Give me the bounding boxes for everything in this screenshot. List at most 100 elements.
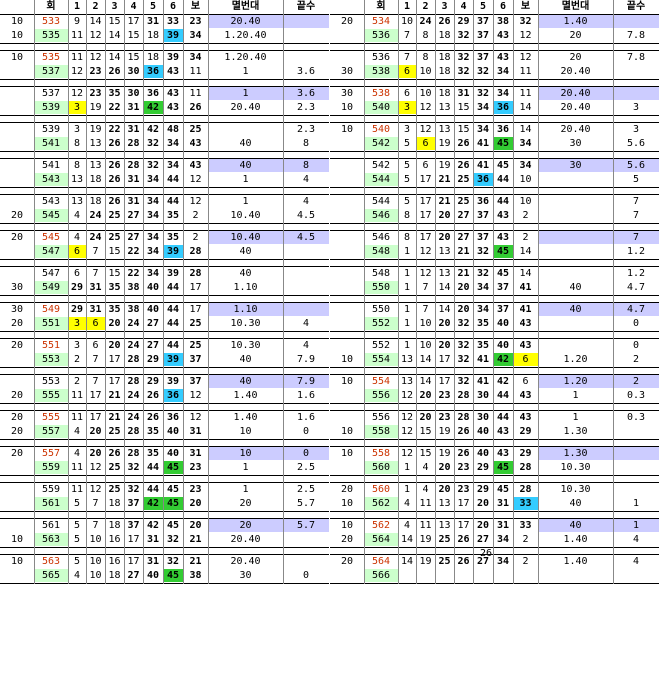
group-key-cell [0,245,34,258]
number-cell: 5 [73,534,81,545]
table-row: 20 564 14 19 25 26 27 34 2 1.40 4 [330,533,659,548]
group-key-cell: 10 [10,534,24,545]
number-cell: 29 [476,484,490,495]
number-cell: 2 [522,232,529,243]
number-cell: 36 [166,412,180,423]
number-cell: 17 [108,376,121,387]
number-cell: 34 [146,174,160,185]
group-key-cell [0,87,34,100]
ending-cell: 4 [302,340,310,351]
table-row: 541 8 13 26 28 32 34 43 40 8 [0,159,329,173]
group-key-cell: 10 [340,498,354,509]
range-cell: 1 [242,196,249,207]
range-cell: 20.40 [560,66,591,77]
number-cell: 17 [189,282,202,293]
number-cell: 44 [146,484,160,495]
number-cell: 26 [108,138,121,149]
number-cell: 20 [108,340,121,351]
number-cell: 20 [438,232,451,243]
number-cell: 34 [146,210,160,221]
ending-cell: 1 [632,498,640,509]
table-row: 546 8 17 20 27 37 43 2 7 [330,209,659,224]
number-cell: 29 [70,282,84,293]
round-cell: 555 [41,412,61,423]
number-cell: 22 [108,102,121,113]
ending-cell: 1.2 [626,268,646,279]
group-divider [0,512,329,519]
round-cell: 564 [364,533,398,546]
table-row: 548 1 12 13 21 32 45 14 1.2 [330,245,659,260]
table-row: 556 12 20 23 28 30 44 43 1 0.3 [330,389,659,404]
group-key-cell [330,339,364,352]
range-cell: 40 [239,246,252,257]
group-divider [0,80,329,87]
number-cell: 11 [419,520,432,531]
ending-cell: 1.2 [626,246,646,257]
group-divider [0,548,329,555]
number-cell: 40 [496,340,510,351]
number-cell: 12 [189,412,202,423]
round-cell: 551 [41,340,61,351]
number-cell: 6 [522,376,529,387]
number-cell: 42 [496,376,510,387]
number-cell: 28 [519,484,532,495]
group-key-cell [330,267,364,280]
round-cell: 550 [364,281,398,294]
number-cell: 11 [419,498,432,509]
grid-line [454,0,455,584]
left-table: 회 1 2 3 4 5 6 보 멸번대 끝수 10 533 9 14 15 17 31 33 23 20.40 10 53… [0,0,329,584]
header-cell: 4 [460,1,467,12]
number-cell: 23 [457,484,470,495]
number-cell: 32 [127,484,140,495]
group-key-cell [330,173,364,186]
round-cell: 554 [364,353,398,366]
round-cell: 557 [34,425,68,438]
number-cell: 44 [166,282,180,293]
number-cell: 15 [457,102,470,113]
range-cell [538,209,613,222]
number-cell: 12 [70,88,84,99]
grid-line [493,0,494,584]
round-cell: 564 [371,556,391,567]
number-cell: 35 [166,210,180,221]
number-cell: 28 [127,354,140,365]
round-cell: 563 [34,533,68,546]
number-cell: 6 [92,340,99,351]
group-divider [0,440,329,447]
number-cell: 15 [457,124,470,135]
round-cell: 537 [41,88,61,99]
number-cell: 13 [400,376,414,387]
round-cell: 562 [371,520,391,531]
ending-cell: 7.9 [296,354,316,365]
number-cell: 14 [519,268,532,279]
ending-cell [283,245,329,258]
round-cell: 544 [371,196,391,207]
number-cell: 1 [403,304,411,315]
number-cell: 25 [189,124,202,135]
number-cell: 10 [89,570,102,581]
range-cell: 1.10 [208,303,283,316]
number-cell: 45 [163,569,183,582]
number-cell: 31 [189,448,202,459]
table-row: 550 1 7 14 20 34 37 41 40 4.7 [330,303,659,317]
ending-cell: 5.6 [626,138,646,149]
number-cell: 41 [476,354,490,365]
number-cell: 15 [108,16,121,27]
grid-line [473,0,474,584]
grid-line [183,0,184,584]
number-cell: 35 [146,426,160,437]
range-cell: 30 [538,159,613,172]
number-cell: 14 [419,354,432,365]
number-cell: 37 [476,30,490,41]
number-cell: 43 [496,52,510,63]
header-cell: 보 [190,1,201,12]
ending-cell: 4 [302,196,310,207]
range-cell: 1 [242,174,249,185]
ending-cell: 5.7 [283,519,329,532]
group-key-cell: 20 [10,232,24,243]
table-row: 548 1 12 13 21 32 45 14 1.2 [330,267,659,281]
number-cell: 18 [438,30,451,41]
group-divider [0,296,329,303]
ending-cell: 5 [632,174,640,185]
number-cell: 43 [189,160,202,171]
